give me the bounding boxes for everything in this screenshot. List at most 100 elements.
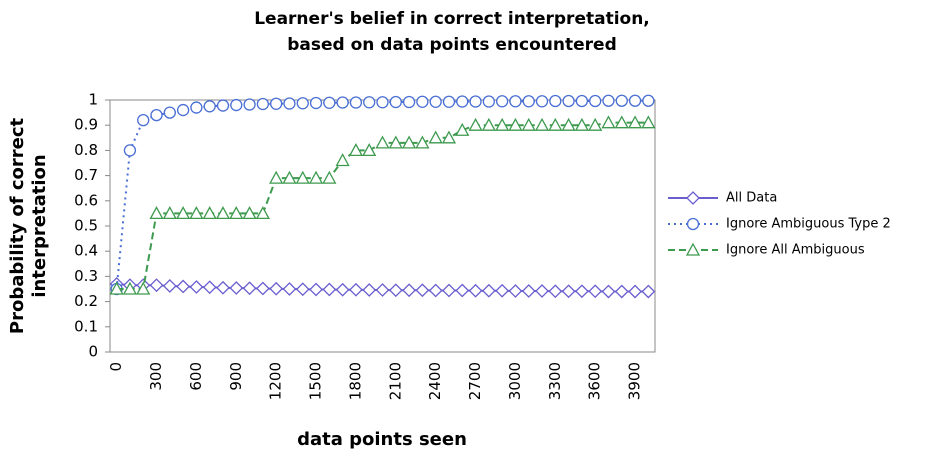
marker — [215, 206, 231, 220]
marker — [415, 135, 430, 149]
marker — [336, 96, 349, 109]
marker — [589, 94, 602, 108]
x-tick-label: 2100 — [386, 362, 404, 400]
marker — [495, 95, 509, 108]
marker — [548, 284, 563, 299]
marker — [481, 283, 496, 298]
x-tick-label: 1500 — [307, 362, 325, 400]
marker — [150, 108, 163, 122]
marker — [202, 206, 217, 220]
marker — [282, 282, 297, 296]
marker — [322, 170, 337, 184]
marker — [242, 206, 257, 220]
marker — [428, 283, 443, 298]
x-tick-group: 2400 — [426, 362, 444, 400]
marker — [282, 170, 297, 184]
marker — [495, 117, 510, 131]
marker — [469, 95, 482, 108]
y-tick-label: 0.7 — [74, 166, 98, 184]
marker — [574, 117, 589, 131]
marker — [176, 103, 190, 117]
marker — [535, 95, 549, 108]
legend-marker — [686, 217, 700, 231]
marker — [242, 281, 257, 296]
x-tick-label: 2700 — [466, 362, 484, 400]
x-tick-group: 3900 — [626, 362, 644, 400]
marker — [588, 284, 603, 299]
marker — [402, 283, 417, 298]
marker — [189, 206, 204, 220]
marker — [189, 280, 204, 294]
marker — [295, 282, 310, 297]
marker — [602, 94, 615, 107]
legend-label: Ignore All Ambiguous — [726, 243, 865, 258]
marker — [401, 135, 417, 149]
y-tick-label: 0.2 — [74, 292, 98, 310]
marker — [456, 95, 469, 108]
x-tick-group: 0 — [107, 362, 125, 372]
x-tick-label: 0 — [107, 362, 125, 372]
y-tick-label: 0.6 — [74, 191, 98, 209]
marker — [375, 135, 390, 149]
marker — [614, 115, 629, 129]
x-tick-label: 1800 — [346, 362, 364, 400]
x-tick-group: 2700 — [466, 362, 484, 400]
marker — [255, 281, 270, 296]
marker — [575, 94, 589, 108]
chart-title: Learner's belief in correct interpretati… — [254, 9, 650, 29]
y-axis-label: Probability of correct — [7, 118, 28, 335]
marker — [388, 283, 403, 298]
marker — [109, 281, 124, 295]
marker — [481, 117, 496, 131]
marker — [269, 170, 284, 184]
marker — [562, 94, 575, 108]
marker — [642, 94, 655, 107]
y-tick-label: 0.5 — [74, 217, 98, 235]
marker — [123, 144, 137, 157]
marker — [256, 97, 270, 111]
legend-label: All Data — [726, 191, 777, 206]
y-tick-label: 0.9 — [74, 116, 98, 134]
marker — [535, 284, 549, 298]
marker — [348, 143, 364, 157]
marker — [508, 117, 523, 131]
legend-marker — [685, 242, 701, 256]
legend-label: Ignore Ambiguous Type 2 — [726, 217, 891, 232]
x-axis-label: data points seen — [297, 429, 467, 450]
marker — [229, 206, 244, 220]
marker — [628, 94, 642, 107]
x-tick-group: 1800 — [346, 362, 364, 400]
marker — [322, 282, 337, 297]
y-tick-label: 0 — [88, 343, 98, 361]
x-tick-group: 1500 — [307, 362, 325, 400]
x-tick-group: 1200 — [267, 362, 285, 400]
marker — [495, 283, 510, 298]
marker — [508, 284, 523, 298]
marker — [522, 95, 535, 108]
x-tick-label: 600 — [187, 362, 205, 391]
marker — [122, 281, 138, 295]
marker — [163, 106, 176, 119]
marker — [416, 95, 429, 108]
marker — [402, 95, 416, 109]
marker — [627, 115, 643, 129]
x-tick-label: 300 — [147, 362, 165, 391]
marker — [296, 97, 309, 110]
marker — [549, 94, 562, 108]
marker — [176, 279, 191, 294]
marker — [615, 94, 628, 107]
marker — [574, 284, 589, 299]
marker — [429, 95, 442, 108]
marker — [270, 97, 283, 110]
marker — [428, 130, 443, 144]
marker — [588, 117, 603, 131]
marker — [162, 279, 177, 293]
chart-title: based on data points encountered — [287, 35, 617, 55]
marker — [468, 283, 483, 298]
x-tick-group: 3600 — [586, 362, 604, 400]
marker — [190, 101, 203, 114]
y-axis-label: interpretation — [29, 154, 50, 297]
marker — [521, 284, 536, 298]
y-tick-label: 0.8 — [74, 141, 98, 159]
